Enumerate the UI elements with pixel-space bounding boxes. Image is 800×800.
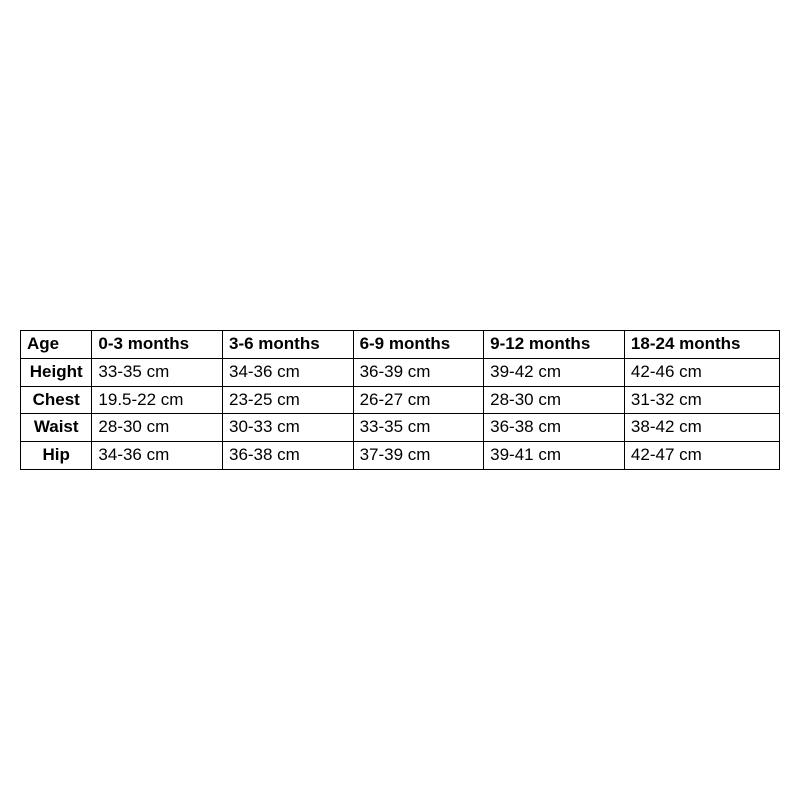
table-row: Chest 19.5-22 cm 23-25 cm 26-27 cm 28-30… bbox=[21, 386, 780, 414]
row-label-height: Height bbox=[21, 358, 92, 386]
col-header-age: Age bbox=[21, 330, 92, 358]
table: Age 0-3 months 3-6 months 6-9 months 9-1… bbox=[20, 330, 780, 471]
cell: 37-39 cm bbox=[353, 442, 484, 470]
col-header-6-9: 6-9 months bbox=[353, 330, 484, 358]
cell: 23-25 cm bbox=[222, 386, 353, 414]
cell: 36-38 cm bbox=[222, 442, 353, 470]
table-row: Waist 28-30 cm 30-33 cm 33-35 cm 36-38 c… bbox=[21, 414, 780, 442]
cell: 28-30 cm bbox=[92, 414, 223, 442]
cell: 31-32 cm bbox=[624, 386, 779, 414]
cell: 42-46 cm bbox=[624, 358, 779, 386]
cell: 34-36 cm bbox=[92, 442, 223, 470]
row-label-chest: Chest bbox=[21, 386, 92, 414]
cell: 38-42 cm bbox=[624, 414, 779, 442]
table-row: Height 33-35 cm 34-36 cm 36-39 cm 39-42 … bbox=[21, 358, 780, 386]
cell: 34-36 cm bbox=[222, 358, 353, 386]
table-row: Hip 34-36 cm 36-38 cm 37-39 cm 39-41 cm … bbox=[21, 442, 780, 470]
row-label-hip: Hip bbox=[21, 442, 92, 470]
table-header-row: Age 0-3 months 3-6 months 6-9 months 9-1… bbox=[21, 330, 780, 358]
row-label-waist: Waist bbox=[21, 414, 92, 442]
col-header-3-6: 3-6 months bbox=[222, 330, 353, 358]
cell: 39-41 cm bbox=[484, 442, 625, 470]
col-header-18-24: 18-24 months bbox=[624, 330, 779, 358]
cell: 30-33 cm bbox=[222, 414, 353, 442]
cell: 26-27 cm bbox=[353, 386, 484, 414]
cell: 36-38 cm bbox=[484, 414, 625, 442]
size-chart-table: Age 0-3 months 3-6 months 6-9 months 9-1… bbox=[20, 330, 780, 471]
cell: 42-47 cm bbox=[624, 442, 779, 470]
cell: 33-35 cm bbox=[353, 414, 484, 442]
cell: 19.5-22 cm bbox=[92, 386, 223, 414]
cell: 28-30 cm bbox=[484, 386, 625, 414]
col-header-0-3: 0-3 months bbox=[92, 330, 223, 358]
cell: 39-42 cm bbox=[484, 358, 625, 386]
cell: 33-35 cm bbox=[92, 358, 223, 386]
cell: 36-39 cm bbox=[353, 358, 484, 386]
col-header-9-12: 9-12 months bbox=[484, 330, 625, 358]
